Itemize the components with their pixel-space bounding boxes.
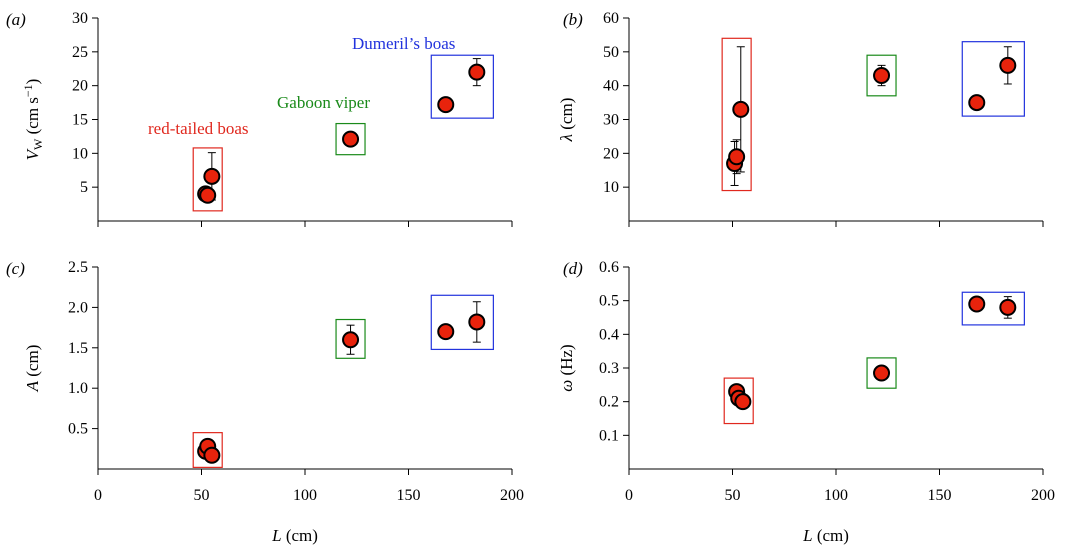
y-tick-label: 20 — [603, 145, 619, 162]
group-box-blue — [961, 291, 1025, 326]
data-point — [342, 130, 360, 148]
group-box-blue — [430, 294, 494, 351]
panel-label: (a) — [6, 10, 26, 29]
data-point — [968, 295, 986, 313]
data-point — [734, 393, 752, 411]
x-tick-label: 200 — [500, 487, 524, 504]
y-tick-label: 0.1 — [599, 427, 619, 444]
y-tick-label: 0.5 — [599, 293, 619, 310]
x-tick-label: 0 — [625, 487, 633, 504]
x-tick-label: 50 — [725, 487, 741, 504]
y-tick-label: 10 — [603, 179, 619, 196]
data-point — [468, 63, 486, 81]
panel-3: 0.1 0.2 0.3 0.4 0.5 0.6 0 50 100 150 200 L (cm) ω (H… — [557, 259, 1055, 545]
data-point — [999, 298, 1017, 316]
x-tick-label: 150 — [397, 487, 421, 504]
y-axis-label: λ (cm) — [557, 98, 576, 143]
group-label-red: red-tailed boas — [148, 119, 249, 138]
y-tick-label: 50 — [603, 44, 619, 61]
y-tick-label: 0.4 — [599, 326, 619, 343]
data-point — [203, 446, 221, 464]
data-point — [728, 148, 746, 166]
panel-2: 0.5 1.0 1.5 2.0 2.5 0 50 100 150 200 L (cm) A (cm) (… — [6, 259, 524, 545]
y-axis-label: VW (cm s−1) — [21, 79, 45, 161]
y-tick-label: 15 — [72, 112, 88, 129]
group-box-green — [335, 122, 366, 156]
y-tick-label: 0.5 — [68, 421, 88, 438]
panel-0: 5 10 15 20 25 30 VW (cm s−1) (a) red-tailed boas… — [6, 10, 513, 227]
x-axis-label: L (cm) — [271, 526, 318, 545]
y-tick-label: 30 — [72, 10, 88, 27]
x-tick-label: 150 — [928, 487, 952, 504]
y-tick-label: 0.6 — [599, 259, 619, 276]
x-tick-label: 100 — [293, 487, 317, 504]
y-tick-label: 30 — [603, 112, 619, 129]
data-point — [468, 313, 486, 331]
group-label-blue: Dumeril’s boas — [352, 34, 455, 53]
group-box-red — [721, 37, 752, 192]
group-box-green — [335, 318, 366, 359]
group-box-green — [866, 54, 897, 97]
panel-label: (b) — [563, 10, 583, 29]
data-point — [873, 364, 891, 382]
y-tick-label: 40 — [603, 78, 619, 95]
y-tick-label: 60 — [603, 10, 619, 27]
panel-label: (c) — [6, 259, 25, 278]
group-label-green: Gaboon viper — [277, 93, 370, 112]
group-box-blue — [430, 54, 494, 119]
data-point — [873, 67, 891, 85]
data-point — [999, 56, 1017, 74]
group-box-red — [192, 432, 223, 468]
y-tick-label: 0.3 — [599, 360, 619, 377]
x-tick-label: 50 — [194, 487, 210, 504]
group-box-red — [192, 147, 223, 212]
x-tick-label: 0 — [94, 487, 102, 504]
y-tick-label: 20 — [72, 78, 88, 95]
data-point — [437, 96, 455, 114]
y-tick-label: 0.2 — [599, 394, 619, 411]
group-box-red — [723, 377, 754, 425]
x-tick-label: 200 — [1031, 487, 1055, 504]
y-tick-label: 1.5 — [68, 340, 88, 357]
y-tick-label: 25 — [72, 44, 88, 61]
y-tick-label: 2.0 — [68, 299, 88, 316]
panel-1: 10 20 30 40 50 60 λ (cm) (b) — [557, 10, 1044, 227]
x-axis-label: L (cm) — [802, 526, 849, 545]
y-tick-label: 2.5 — [68, 259, 88, 276]
y-axis-label: ω (Hz) — [557, 344, 576, 391]
y-tick-label: 10 — [72, 145, 88, 162]
data-point — [199, 186, 217, 204]
data-point — [732, 100, 750, 118]
y-tick-label: 5 — [80, 179, 88, 196]
data-point — [968, 94, 986, 112]
y-tick-label: 1.0 — [68, 380, 88, 397]
group-box-green — [866, 357, 897, 389]
y-axis-label: A (cm) — [23, 345, 42, 393]
x-tick-label: 100 — [824, 487, 848, 504]
data-point — [437, 323, 455, 341]
group-box-blue — [961, 41, 1025, 117]
panel-label: (d) — [563, 259, 583, 278]
data-point — [203, 167, 221, 185]
data-point — [342, 331, 360, 349]
